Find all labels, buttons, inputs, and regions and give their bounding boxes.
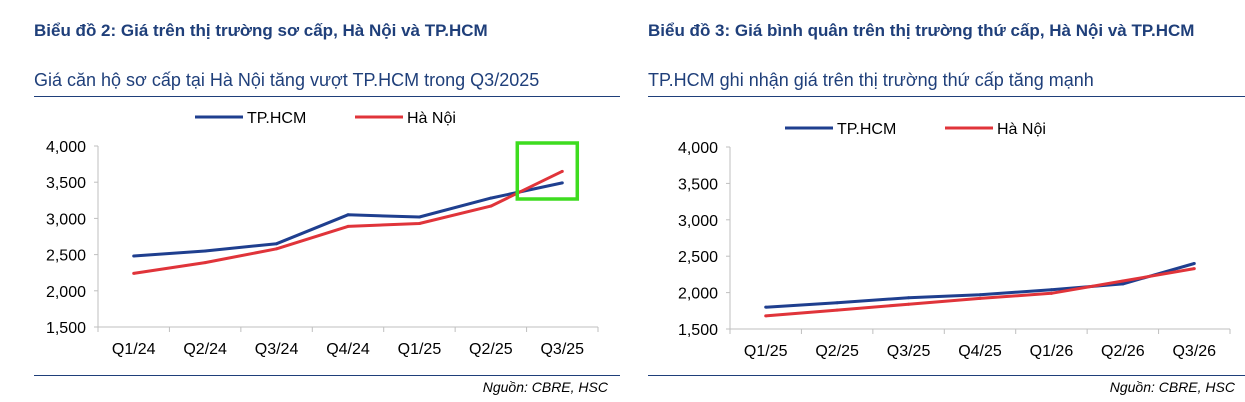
- data-point: [132, 271, 136, 275]
- y-tick-label: 4,000: [46, 139, 86, 156]
- data-point: [417, 215, 421, 219]
- data-point: [978, 296, 982, 300]
- chart-title: Biểu đồ 3: Giá bình quân trên thị trường…: [648, 21, 1195, 40]
- data-point: [1121, 279, 1125, 283]
- y-tick-label: 3,000: [678, 213, 718, 230]
- x-tick-label: Q4/24: [326, 341, 370, 358]
- x-tick-label: Q2/26: [1101, 343, 1145, 360]
- data-point: [275, 247, 279, 251]
- data-point: [489, 204, 493, 208]
- title-divider: [648, 96, 1245, 97]
- x-tick-label: Q3/26: [1172, 343, 1216, 360]
- x-tick-label: Q4/25: [958, 343, 1002, 360]
- footer-divider: [648, 375, 1245, 376]
- data-point: [417, 221, 421, 225]
- series-line-hanoi: [765, 267, 1195, 318]
- y-tick-label: 1,500: [46, 320, 86, 337]
- data-point: [978, 293, 982, 297]
- x-tick-label: Q2/25: [815, 343, 859, 360]
- x-tick-label: Q3/24: [255, 341, 299, 358]
- data-point: [1121, 282, 1125, 286]
- source-note: Nguồn: CBRE, HSC: [482, 379, 608, 395]
- y-tick-label: 2,500: [678, 249, 718, 266]
- x-tick-label: Q1/24: [112, 341, 156, 358]
- data-point: [835, 308, 839, 312]
- y-tick-label: 3,500: [678, 176, 718, 193]
- y-tick-label: 2,500: [46, 248, 86, 265]
- chart-subtitle: TP.HCM ghi nhận giá trên thị trường thứ …: [648, 70, 1094, 90]
- legend-label: Hà Nội: [407, 110, 456, 127]
- data-point: [203, 261, 207, 265]
- x-tick-label: Q2/25: [469, 341, 513, 358]
- data-point: [907, 302, 911, 306]
- highlight-box: [515, 141, 580, 201]
- data-point: [346, 224, 350, 228]
- x-tick-label: Q1/25: [398, 341, 442, 358]
- chart-subtitle: Giá căn hộ sơ cấp tại Hà Nội tăng vượt T…: [34, 70, 540, 90]
- data-point: [203, 249, 207, 253]
- y-tick-label: 3,500: [46, 175, 86, 192]
- data-point: [346, 213, 350, 217]
- chart-title: Biểu đồ 2: Giá trên thị trường sơ cấp, H…: [34, 21, 488, 40]
- chart-panel-primary: Biểu đồ 2: Giá trên thị trường sơ cấp, H…: [0, 0, 620, 402]
- y-tick-label: 2,000: [46, 284, 86, 301]
- line-chart-primary: 1,500 2,000 2,500 3,000 3,500 4,000 Q1/24 Q2/24…: [46, 110, 599, 358]
- series-line-hanoi: [133, 169, 563, 275]
- data-point: [489, 196, 493, 200]
- x-tick-label: Q3/25: [887, 343, 931, 360]
- y-tick-label: 2,000: [678, 286, 718, 303]
- y-tick-label: 4,000: [678, 140, 718, 157]
- title-divider: [34, 96, 620, 97]
- source-note: Nguồn: CBRE, HSC: [1109, 379, 1235, 395]
- x-tick-label: Q1/25: [744, 343, 788, 360]
- data-point: [835, 301, 839, 305]
- y-tick-label: 3,000: [46, 211, 86, 228]
- footer-divider: [34, 375, 620, 376]
- data-point: [764, 314, 768, 318]
- data-point: [1049, 288, 1053, 292]
- data-point: [560, 169, 564, 173]
- legend-label: TP.HCM: [247, 110, 306, 127]
- chart-panel-secondary: Biểu đồ 3: Giá bình quân trên thị trường…: [640, 0, 1245, 402]
- y-tick-label: 1,500: [678, 322, 718, 339]
- series-line-hcm: [133, 181, 563, 258]
- data-point: [275, 242, 279, 246]
- legend-label: Hà Nội: [997, 121, 1046, 138]
- x-tick-label: Q3/25: [540, 341, 584, 358]
- data-point: [907, 296, 911, 300]
- legend-label: TP.HCM: [837, 121, 896, 138]
- x-tick-label: Q1/26: [1030, 343, 1074, 360]
- data-point: [560, 181, 564, 185]
- x-tick-label: Q2/24: [183, 341, 227, 358]
- data-point: [1049, 291, 1053, 295]
- data-point: [132, 254, 136, 258]
- series-line-hcm: [765, 262, 1195, 309]
- line-chart-secondary: 1,500 2,000 2,500 3,000 3,500 4,000 Q1/25 Q2/25…: [678, 121, 1231, 360]
- data-point: [1192, 267, 1196, 271]
- data-point: [1192, 261, 1196, 265]
- data-point: [764, 305, 768, 309]
